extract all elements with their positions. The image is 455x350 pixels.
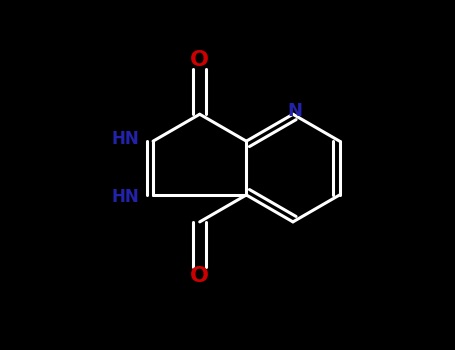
Text: O: O [190,266,209,286]
Text: N: N [287,102,302,120]
Text: HN: HN [111,188,139,206]
Text: O: O [190,50,209,70]
Text: HN: HN [111,131,139,148]
